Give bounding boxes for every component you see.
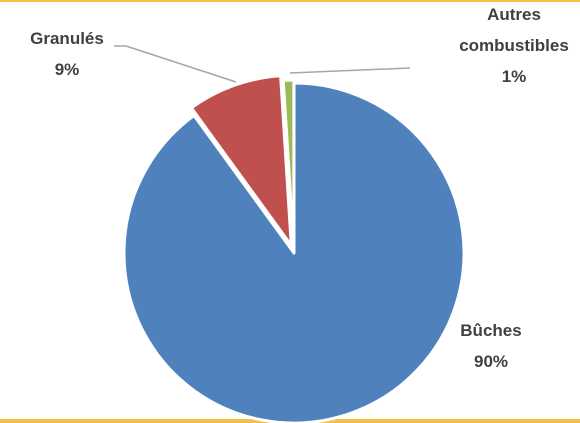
leader-line-autres-combustibles [289, 67, 411, 74]
pie-slice-b-ches [122, 81, 466, 423]
leader-lines [114, 45, 411, 83]
data-label-autres-combustibles: Autres combustibles 1% [459, 5, 569, 86]
leader-line-granul-s [114, 45, 237, 83]
data-label-granul-s: Granulés 9% [30, 29, 104, 79]
top-border [0, 0, 580, 3]
data-label-b-ches: Bûches 90% [460, 321, 521, 371]
pie-slice-autres-combustibles [281, 78, 296, 252]
data-labels: Bûches 90% Granulés 9% Autres combustibles 1% [30, 5, 569, 371]
pie-slice-granul-s [189, 74, 293, 247]
pie-slices [122, 74, 466, 423]
